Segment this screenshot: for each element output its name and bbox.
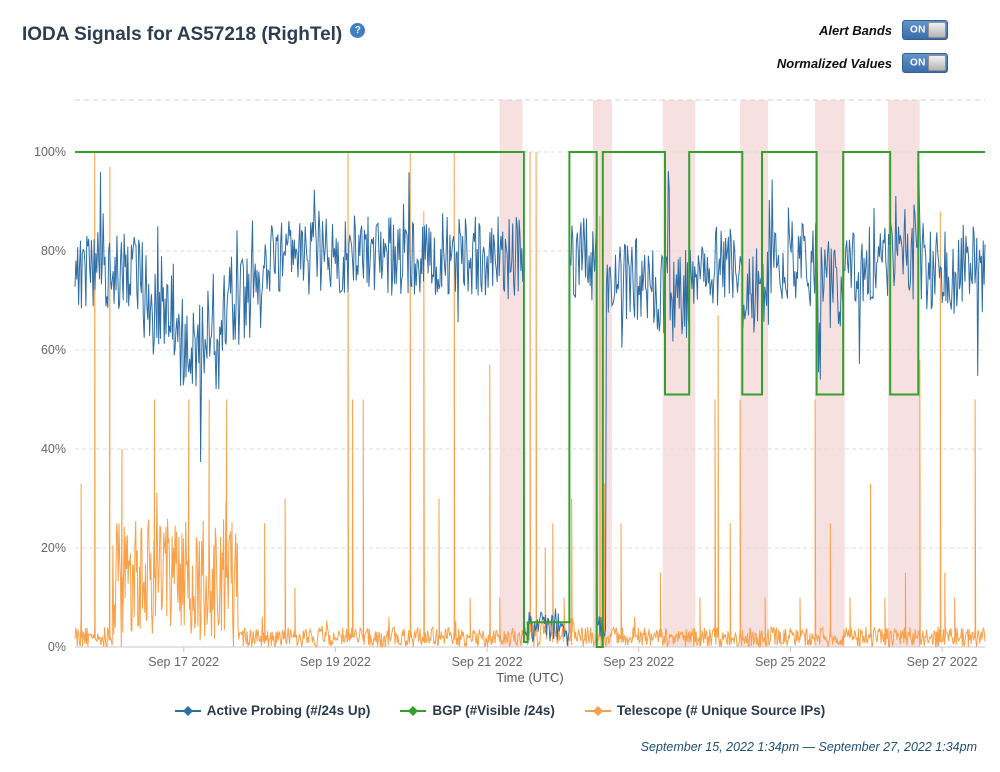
legend-marker-active-probing <box>174 705 201 716</box>
ytick-label: 20% <box>41 541 66 555</box>
toggle-on-text: ON <box>910 57 926 69</box>
series-bgp <box>75 151 985 648</box>
help-icon[interactable]: ? <box>350 23 366 38</box>
date-range: September 15, 2022 1:34pm — September 27… <box>640 740 977 754</box>
xtick-label: Sep 27 2022 <box>907 655 978 669</box>
legend-item-telescope[interactable]: Telescope (# Unique Source IPs) <box>584 703 826 718</box>
alert-band <box>662 100 696 647</box>
legend-marker-telescope <box>584 705 611 716</box>
legend-marker-bgp <box>400 705 427 716</box>
ytick-label: 100% <box>34 145 66 159</box>
xtick-label: Sep 25 2022 <box>755 655 826 669</box>
normalized-values-toggle[interactable]: ON <box>902 53 948 73</box>
legend-label: Active Probing (#/24s Up) <box>206 703 371 718</box>
alert-band <box>499 100 523 647</box>
legend-label: Telescope (# Unique Source IPs) <box>616 703 826 718</box>
xtick-label: Sep 17 2022 <box>148 655 219 669</box>
xtick-label: Sep 21 2022 <box>452 655 523 669</box>
legend-item-active-probing[interactable]: Active Probing (#/24s Up) <box>174 703 371 718</box>
xtick-label: Sep 19 2022 <box>300 655 371 669</box>
normalized-values-label: Normalized Values <box>776 55 892 71</box>
ytick-label: 60% <box>41 343 66 357</box>
series-telescope <box>74 151 986 649</box>
signals-chart[interactable]: 0% 20% 40% 60% 80% 100% Sep 17 2022 Sep 19 2022… <box>0 88 1000 700</box>
normalized-values-toggle-row: Normalized Values ON <box>777 53 948 73</box>
toggle-on-text: ON <box>910 24 926 36</box>
page-title: IODA Signals for AS57218 (RighTel) ? <box>22 23 366 46</box>
alert-bands-label: Alert Bands <box>819 22 892 38</box>
ytick-label: 0% <box>48 640 66 654</box>
alert-bands-toggle[interactable]: ON <box>902 20 948 40</box>
toggle-knob[interactable] <box>928 55 946 71</box>
page-title-text: IODA Signals for AS57218 (RighTel) <box>22 24 343 45</box>
legend-label: BGP (#Visible /24s) <box>432 703 555 718</box>
alert-band <box>740 100 769 647</box>
legend-item-bgp[interactable]: BGP (#Visible /24s) <box>400 703 555 718</box>
ytick-label: 80% <box>41 244 66 258</box>
x-axis-title: Time (UTC) <box>496 670 563 685</box>
chart-legend: Active Probing (#/24s Up) BGP (#Visible /… <box>0 703 1000 718</box>
alert-band <box>887 100 920 647</box>
series-active-probing <box>74 161 986 646</box>
toggle-knob[interactable] <box>928 22 946 38</box>
xtick-label: Sep 23 2022 <box>603 655 674 669</box>
alert-bands-toggle-row: Alert Bands ON <box>819 20 948 40</box>
ytick-label: 40% <box>41 442 66 456</box>
